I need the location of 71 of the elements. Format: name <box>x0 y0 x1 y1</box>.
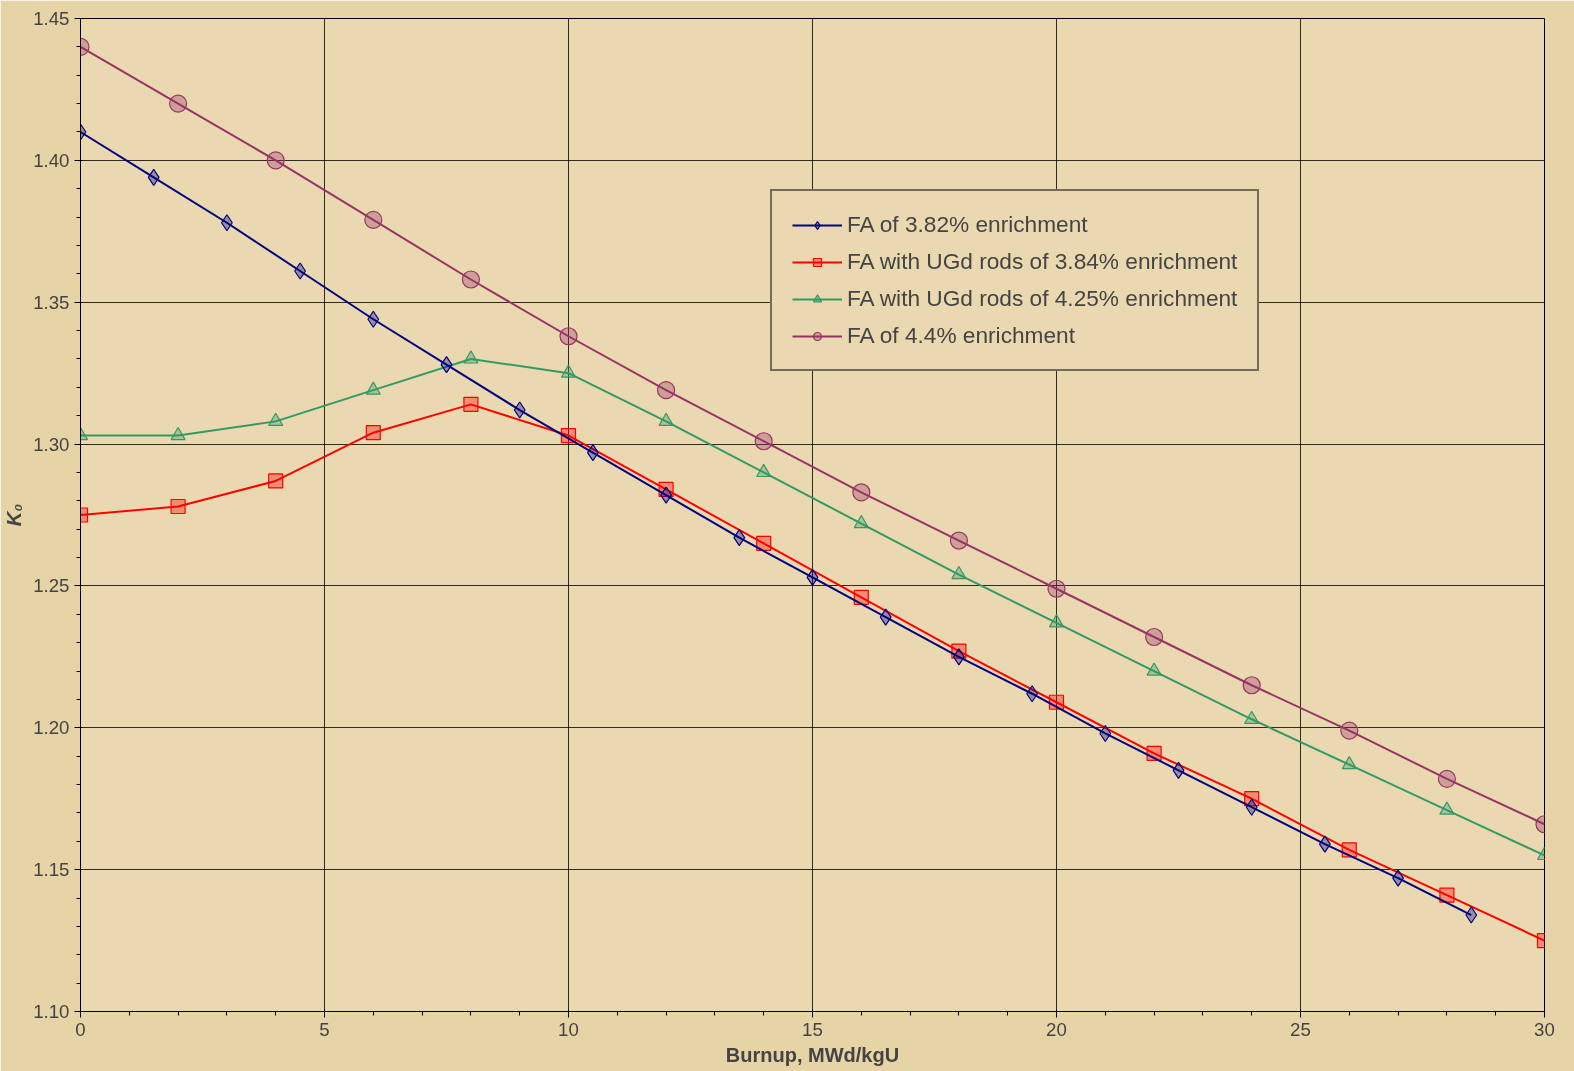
point <box>1318 835 1331 853</box>
y-tick-label: 1.10 <box>33 1001 70 1022</box>
point <box>756 463 772 478</box>
y-tick-label: 1.35 <box>33 291 70 313</box>
point <box>364 210 383 230</box>
y-tick-label: 1.30 <box>33 433 70 455</box>
legend-label: FA with UGd rods of 4.25% enrichment <box>847 285 1238 312</box>
y-tick-label: 1.25 <box>33 575 70 597</box>
point <box>1340 721 1359 740</box>
point <box>170 426 186 441</box>
x-tick-label: 15 <box>802 1018 823 1040</box>
point <box>1026 685 1039 703</box>
point <box>1437 769 1456 788</box>
point <box>268 473 284 489</box>
point <box>170 498 186 515</box>
point <box>853 514 869 529</box>
point <box>879 608 892 626</box>
point <box>147 168 160 186</box>
point <box>1465 906 1478 924</box>
point <box>560 364 577 378</box>
legend-label: FA of 4.4% enrichment <box>847 322 1075 349</box>
x-tick-label: 10 <box>558 1018 579 1040</box>
point <box>463 396 479 412</box>
point <box>1242 676 1261 695</box>
point <box>1146 662 1162 676</box>
point <box>367 310 380 328</box>
x-tick-label: 20 <box>1046 1018 1067 1040</box>
point <box>463 350 479 364</box>
point <box>1048 614 1065 628</box>
y-tick-label: 1.45 <box>33 8 70 29</box>
point <box>733 529 746 547</box>
point <box>1341 755 1357 770</box>
point <box>1145 627 1164 647</box>
point <box>220 214 233 232</box>
point <box>513 401 526 419</box>
y-tick-label: 1.40 <box>33 149 70 171</box>
point <box>949 531 968 550</box>
point <box>951 565 967 580</box>
point <box>754 432 773 451</box>
y-tick-label: 1.20 <box>33 717 70 739</box>
point <box>1245 798 1258 816</box>
x-tick-label: 5 <box>319 1018 330 1040</box>
point <box>657 381 676 400</box>
point <box>952 648 965 666</box>
y-tick-label: 1.15 <box>33 859 70 881</box>
point <box>461 270 480 289</box>
x-axis-title: Burnup, MWd/kgU <box>725 1043 900 1066</box>
point <box>1047 579 1066 598</box>
point <box>658 412 674 427</box>
point <box>169 94 188 113</box>
point <box>1392 869 1405 887</box>
point <box>1439 801 1455 815</box>
point <box>365 425 381 441</box>
y-axis-title: K₀ <box>3 503 26 527</box>
x-tick-label: 30 <box>1534 1018 1555 1040</box>
point <box>365 381 381 395</box>
x-tick-label: 25 <box>1290 1018 1311 1040</box>
point <box>440 356 453 374</box>
point <box>852 483 871 502</box>
point <box>268 412 284 427</box>
x-tick-label: 0 <box>75 1018 86 1040</box>
point <box>294 262 307 280</box>
point <box>756 535 772 551</box>
point <box>559 327 578 346</box>
legend-label: FA of 3.82% enrichment <box>847 211 1088 238</box>
point <box>1244 710 1260 724</box>
point <box>1172 761 1185 779</box>
legend-label: FA with UGd rods of 3.84% enrichment <box>847 248 1238 275</box>
point <box>266 151 285 170</box>
point <box>660 486 673 504</box>
point <box>1439 887 1455 903</box>
